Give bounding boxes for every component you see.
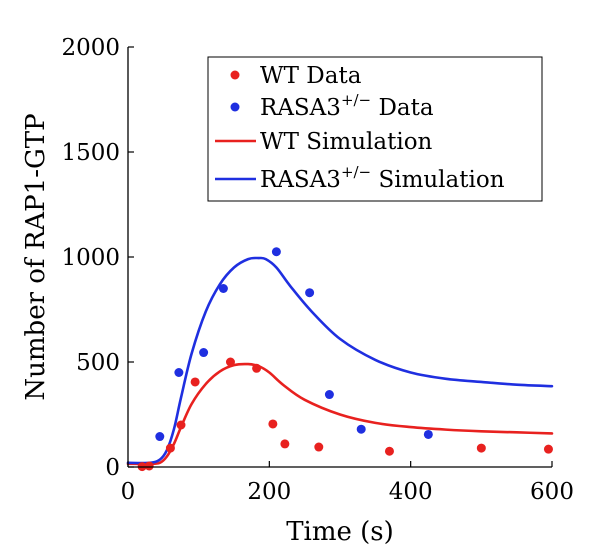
x-ticks: 0 200 400 600 bbox=[121, 461, 574, 505]
legend-label-base: WT Simulation bbox=[260, 129, 433, 155]
x-tick-label: 400 bbox=[389, 479, 433, 505]
plot-lines bbox=[126, 256, 554, 466]
data-point-wt_data bbox=[252, 363, 262, 373]
y-tick-label: 0 bbox=[105, 455, 120, 481]
series-line-wt_sim bbox=[126, 362, 554, 466]
legend-label-rasa3_data: RASA3+/− Data bbox=[260, 91, 434, 121]
series-line-rasa3_sim bbox=[126, 256, 554, 465]
y-tick-label: 1000 bbox=[61, 245, 120, 271]
data-point-wt_data bbox=[543, 444, 553, 454]
data-point-wt_data bbox=[144, 461, 154, 471]
data-point-rasa3_data bbox=[305, 288, 315, 298]
y-ticks: 0 500 1000 1500 2000 bbox=[61, 35, 134, 481]
legend-marker-rasa3_data bbox=[230, 102, 240, 112]
data-point-wt_data bbox=[165, 443, 175, 453]
legend-label-superscript: +/− bbox=[341, 163, 371, 181]
data-point-rasa3_data bbox=[218, 284, 228, 293]
x-tick-label: 600 bbox=[530, 479, 574, 505]
legend-label-rasa3_sim: RASA3+/− Simulation bbox=[260, 163, 505, 193]
legend-label-wt_data: WT Data bbox=[260, 63, 362, 89]
legend-label-rest: Simulation bbox=[371, 167, 505, 193]
data-point-wt_data bbox=[268, 419, 278, 429]
data-point-rasa3_data bbox=[423, 429, 433, 439]
legend-label-superscript: +/− bbox=[341, 91, 371, 109]
y-tick-label: 2000 bbox=[61, 35, 120, 61]
data-point-wt_data bbox=[314, 442, 324, 452]
data-point-wt_data bbox=[225, 357, 235, 367]
x-axis-label: Time (s) bbox=[286, 517, 394, 547]
data-point-rasa3_data bbox=[155, 432, 165, 442]
legend-label-base: WT Data bbox=[260, 63, 362, 89]
legend-label-base: RASA3 bbox=[260, 95, 341, 121]
data-point-wt_data bbox=[384, 446, 394, 456]
x-tick-label: 200 bbox=[247, 479, 291, 505]
data-point-wt_data bbox=[176, 420, 186, 430]
legend-marker-wt_data bbox=[230, 70, 240, 80]
plot-points bbox=[137, 247, 553, 472]
data-point-rasa3_data bbox=[324, 390, 334, 400]
data-point-wt_data bbox=[476, 443, 486, 453]
legend-box bbox=[207, 56, 543, 202]
legend-label-base: RASA3 bbox=[260, 167, 341, 193]
data-point-rasa3_data bbox=[174, 368, 184, 377]
x-tick-label: 0 bbox=[121, 479, 136, 505]
data-point-rasa3_data bbox=[199, 348, 209, 358]
y-tick-label: 500 bbox=[76, 350, 120, 376]
legend-label-wt_sim: WT Simulation bbox=[260, 129, 433, 155]
y-tick-label: 1500 bbox=[61, 140, 120, 166]
data-point-rasa3_data bbox=[271, 247, 281, 257]
data-point-wt_data bbox=[190, 377, 200, 387]
data-point-wt_data bbox=[280, 439, 290, 449]
data-point-rasa3_data bbox=[356, 424, 366, 434]
legend-label-rest: Data bbox=[371, 95, 434, 121]
y-axis-label: Number of RAP1-GTP bbox=[21, 113, 51, 400]
